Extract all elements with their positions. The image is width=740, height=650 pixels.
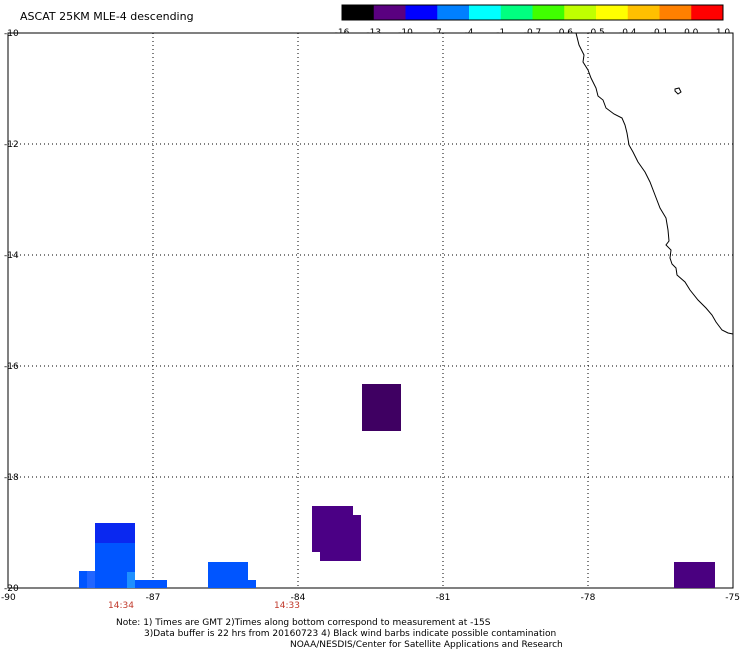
latitude-tick-label: -18: [4, 473, 19, 483]
longitude-tick-label: -84: [291, 593, 306, 603]
colorbar-swatch: [405, 5, 438, 20]
longitude-tick-label: -81: [436, 593, 451, 603]
colorbar-swatch: [532, 5, 565, 20]
latitude-labels: -10 -12 -14 -16 -18 -20: [4, 29, 19, 594]
map-title: ASCAT 25KM MLE-4 descending: [20, 10, 194, 23]
colorbar-swatch: [342, 5, 375, 20]
longitude-tick-label: -87: [146, 593, 161, 603]
colorbar-swatch: [659, 5, 692, 20]
colorbar-swatch: [373, 5, 406, 20]
latitude-tick-label: -10: [4, 29, 19, 39]
island: [674, 87, 682, 95]
colorbar-swatch: [564, 5, 597, 20]
scatterometer-cells: [79, 384, 715, 588]
colorbar-swatch: [437, 5, 470, 20]
latitude-tick-label: -12: [4, 140, 19, 150]
colorbar-frame: [341, 4, 724, 21]
data-cell: [208, 562, 248, 588]
longitude-labels: -90 -87 -84 -81 -78 -75: [1, 593, 740, 603]
data-cell: [87, 571, 95, 588]
colorbar-swatch: [500, 5, 533, 20]
data-cell: [362, 384, 401, 431]
longitude-tick-label: -90: [1, 593, 16, 603]
colorbar-swatch: [691, 5, 724, 20]
latitude-tick-label: -16: [4, 362, 19, 372]
data-cell: [674, 562, 715, 588]
data-cell: [135, 580, 167, 588]
coastline: [575, 32, 734, 335]
note-line-2: 3)Data buffer is 22 hrs from 20160723 4)…: [144, 629, 556, 639]
longitude-tick-label: -78: [581, 593, 596, 603]
colorbar-swatch: [627, 5, 660, 20]
map-frame: [7, 32, 734, 589]
note-line-1: Note: 1) Times are GMT 2)Times along bot…: [116, 618, 491, 628]
pass-time-label: 14:34: [108, 601, 134, 611]
colorbar-swatches: [342, 5, 724, 20]
note-line-3: NOAA/NESDIS/Center for Satellite Applica…: [290, 640, 563, 650]
graticule: [8, 33, 733, 588]
colorbar-swatch: [596, 5, 629, 20]
data-cell: [248, 580, 256, 588]
data-cell: [320, 515, 361, 561]
colorbar-swatch: [469, 5, 502, 20]
data-cell: [95, 523, 135, 543]
map-plot-area: -10 -12 -14 -16 -18 -20 -90 -87 -84 -81 -78 -75: [1, 29, 740, 603]
latitude-tick-label: -14: [4, 251, 19, 261]
data-cell: [127, 572, 135, 588]
longitude-tick-label: -75: [725, 593, 740, 603]
latitude-tick-label: -20: [4, 584, 19, 594]
pass-time-label: 14:33: [274, 601, 300, 611]
